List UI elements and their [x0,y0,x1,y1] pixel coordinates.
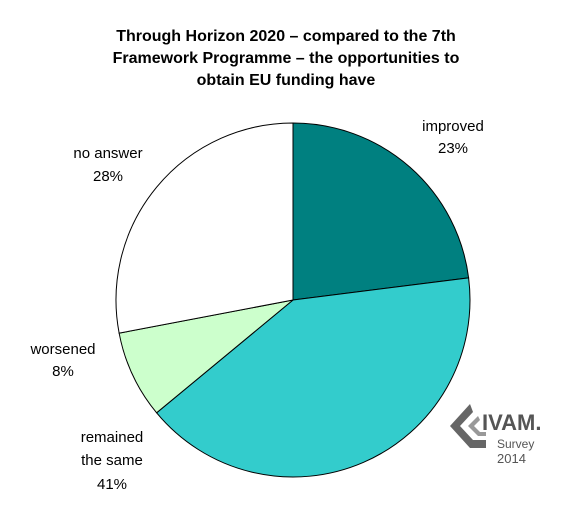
logo-survey: Survey [497,437,534,451]
ivam-logo: IVAM. Survey 2014 [450,404,541,466]
pie-slices [115,122,471,478]
value-worsened: 8% [52,363,74,380]
label-improved: improved [422,118,484,135]
logo-year: 2014 [497,451,526,466]
slice-improved [292,122,470,301]
label-remained-line-2: the same [81,452,143,469]
logo-brand: IVAM. [482,410,541,435]
chart-title-line-2: Framework Programme – the opportunities … [113,50,460,67]
logo-chevron-inner [468,416,486,436]
value-no-answer: 28% [93,168,123,185]
slice-remained-the-same [155,277,471,478]
label-worsened: worsened [29,341,95,358]
value-remained: 41% [97,476,127,493]
slice-worsened [118,299,294,414]
label-remained-line-1: remained [81,429,144,446]
slice-no-answer [115,122,294,334]
chart-title-line-3: obtain EU funding have [197,72,376,89]
value-improved: 23% [438,140,468,157]
logo-chevron-mark [450,404,486,448]
label-no-answer: no answer [73,145,142,162]
chart-title-line-1: Through Horizon 2020 – compared to the 7… [116,28,456,45]
